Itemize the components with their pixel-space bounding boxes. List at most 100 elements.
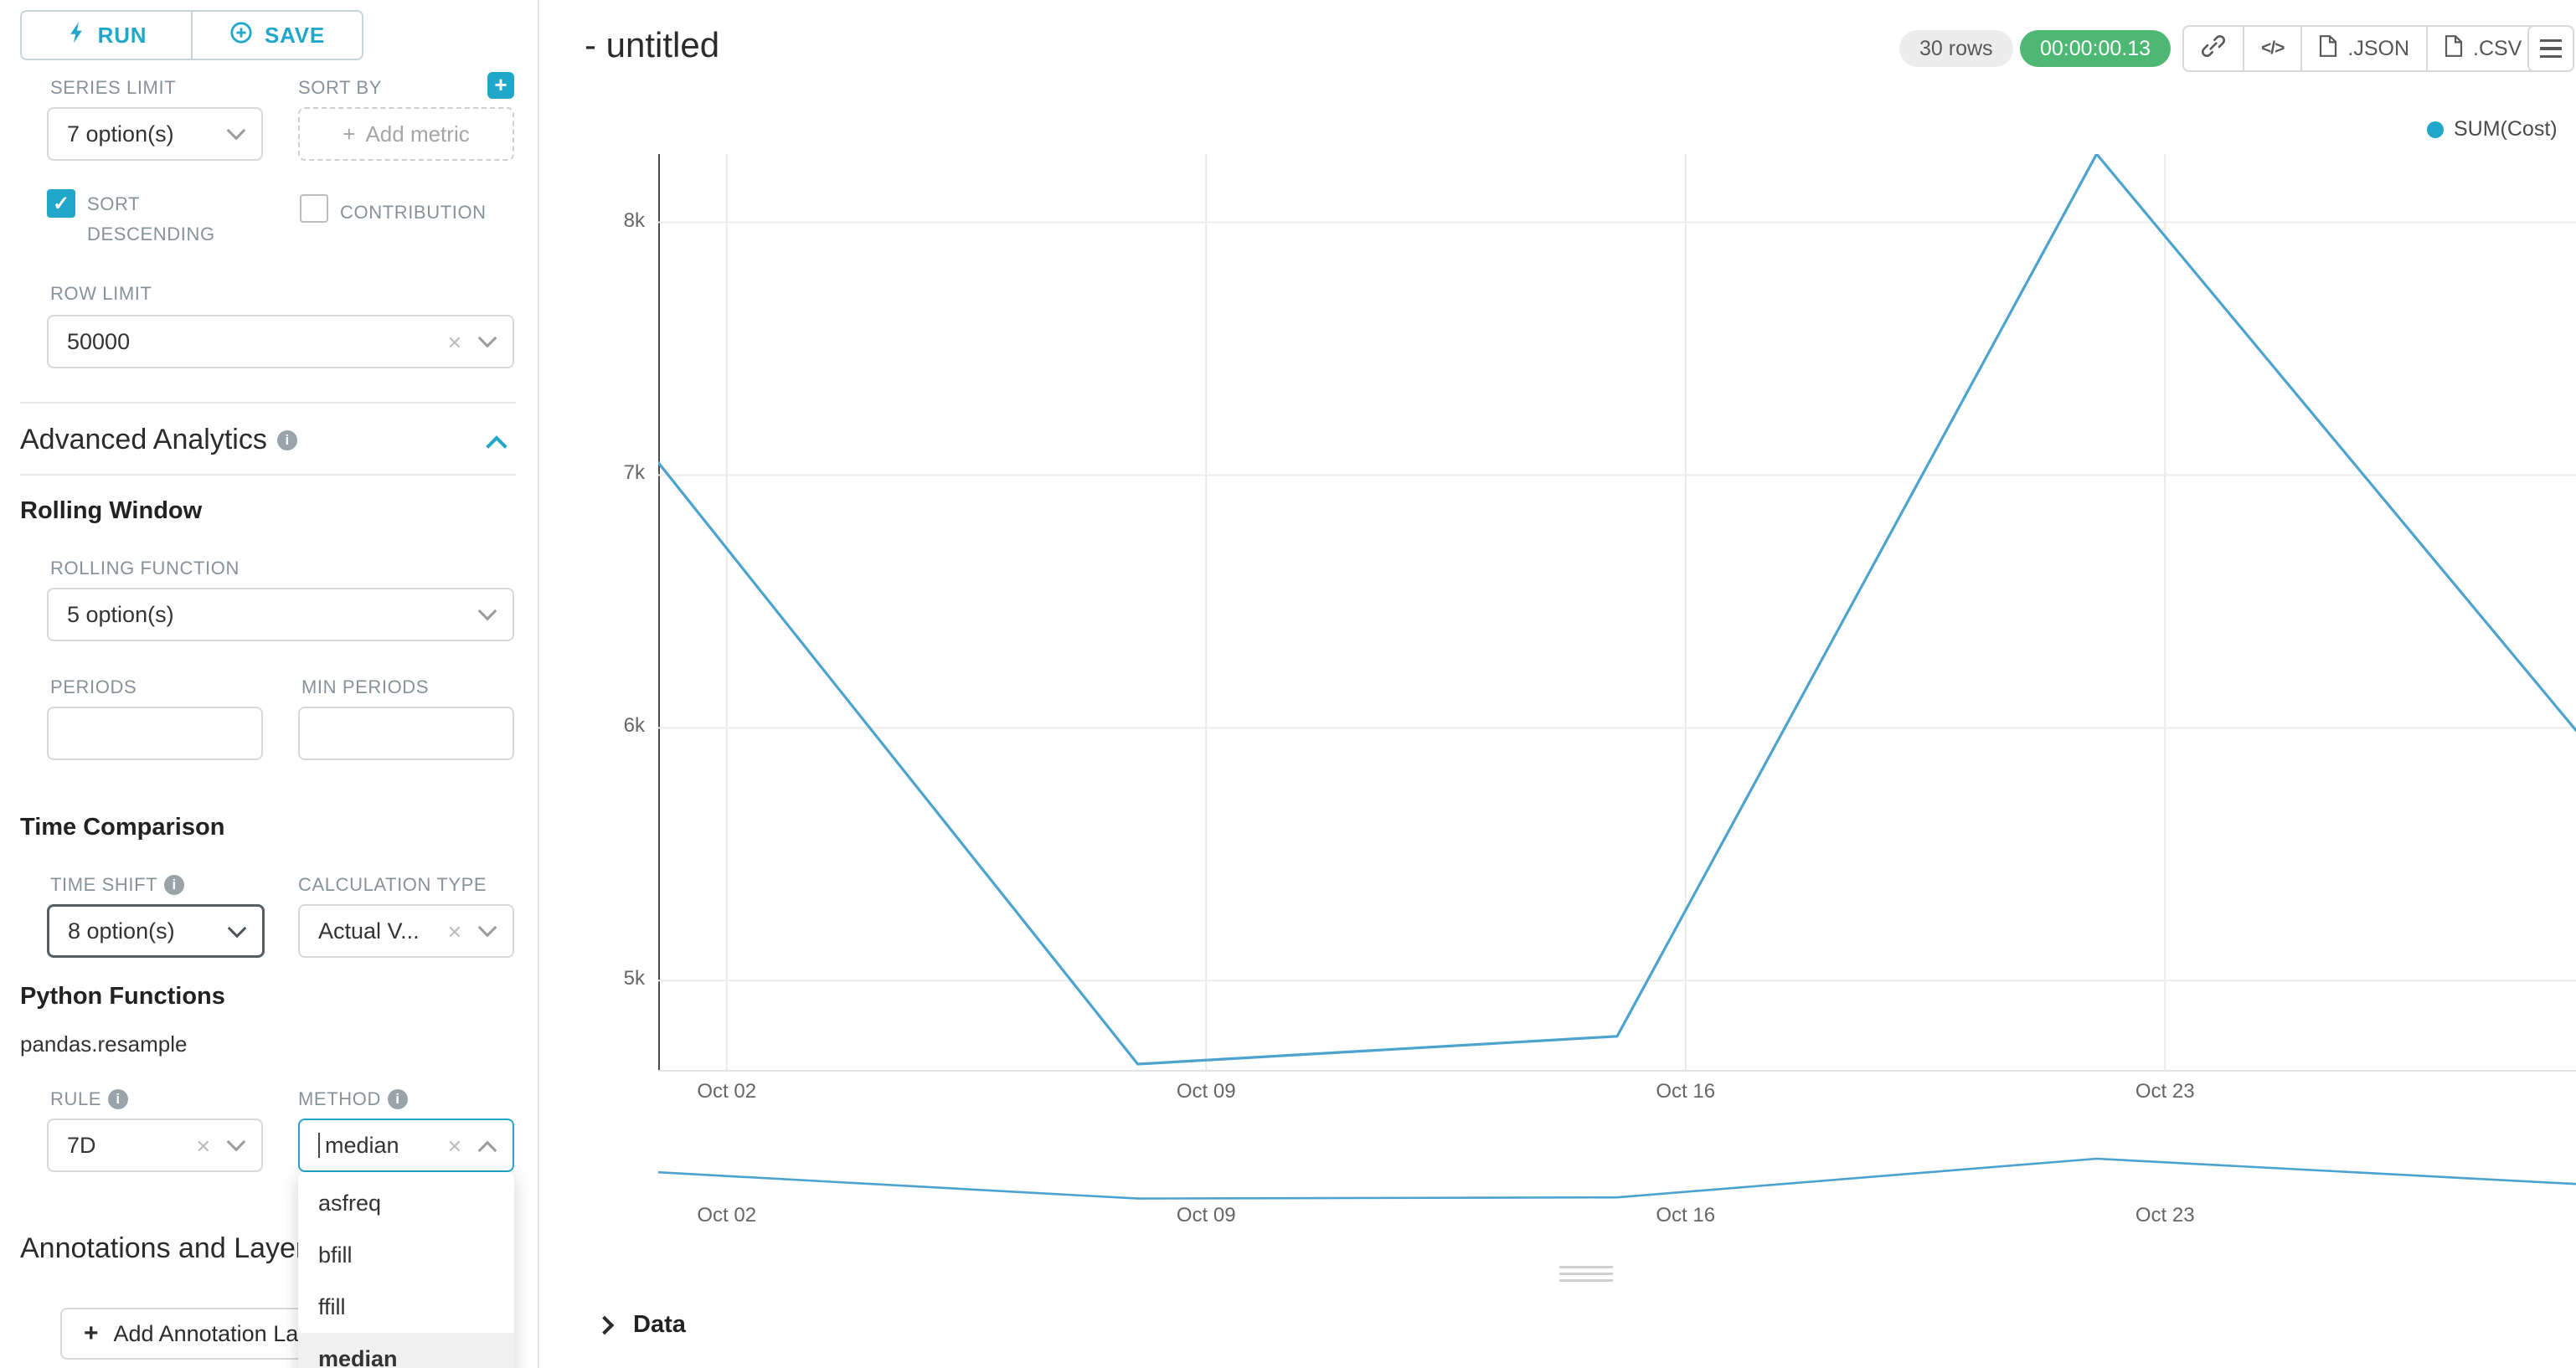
divider bbox=[20, 402, 516, 404]
run-button-label: RUN bbox=[97, 22, 147, 48]
x-axis-tick-label: Oct 16 bbox=[1656, 1204, 1716, 1227]
method-dropdown: asfreq bfill ffill median bbox=[298, 1172, 514, 1368]
calculation-type-select[interactable]: Actual V... ✕ bbox=[298, 904, 514, 958]
text-caret bbox=[318, 1133, 320, 1158]
y-axis-line bbox=[658, 154, 660, 1072]
file-icon bbox=[2319, 34, 2337, 63]
file-icon bbox=[2445, 34, 2463, 63]
calculation-type-label: CALCULATION TYPE bbox=[298, 874, 487, 895]
series-limit-select[interactable]: 7 option(s) bbox=[47, 107, 263, 161]
x-axis-tick-label: Oct 02 bbox=[697, 1080, 757, 1103]
time-shift-select[interactable]: 8 option(s) bbox=[47, 904, 265, 958]
advanced-analytics-title: Advanced Analytics bbox=[20, 424, 267, 455]
x-axis-tick-label: Oct 23 bbox=[2135, 1204, 2195, 1227]
contribution-checkbox[interactable] bbox=[300, 194, 328, 223]
clear-icon[interactable]: ✕ bbox=[195, 1136, 211, 1157]
json-button-label: .JSON bbox=[2347, 36, 2409, 60]
chart-panel: - untitled 30 rows 00:00:00.13 </> .JSON bbox=[541, 0, 2576, 1368]
pandas-resample-label: pandas.resample bbox=[20, 1031, 188, 1057]
row-limit-label: ROW LIMIT bbox=[50, 283, 152, 304]
sort-descending-checkbox[interactable]: ✓ bbox=[47, 189, 75, 218]
copy-link-button[interactable] bbox=[2182, 25, 2244, 72]
export-csv-button[interactable]: .CSV bbox=[2426, 25, 2541, 72]
rule-value: 7D bbox=[67, 1132, 96, 1158]
method-label: METHOD i bbox=[298, 1088, 408, 1110]
hamburger-icon bbox=[2540, 39, 2562, 43]
view-query-button[interactable]: </> bbox=[2243, 25, 2303, 72]
row-count-badge: 30 rows bbox=[1899, 30, 2013, 67]
clear-icon[interactable]: ✕ bbox=[446, 332, 462, 353]
link-icon bbox=[2201, 33, 2226, 64]
periods-input[interactable] bbox=[47, 707, 263, 760]
run-save-button-group: RUN SAVE bbox=[20, 10, 363, 60]
sort-by-add-metric[interactable]: + Add metric bbox=[298, 107, 514, 161]
add-metric-placeholder: Add metric bbox=[365, 121, 470, 147]
control-panel-sidebar: RUN SAVE SERIES LIMIT SORT BY + 7 option… bbox=[0, 0, 539, 1368]
periods-label: PERIODS bbox=[50, 676, 137, 697]
rolling-function-value: 5 option(s) bbox=[67, 601, 174, 627]
export-button-group: </> .JSON .CSV bbox=[2182, 25, 2541, 72]
collapse-chevron-up-icon[interactable] bbox=[486, 435, 507, 457]
annotations-title: Annotations and Layers bbox=[20, 1232, 320, 1264]
chart-title: - untitled bbox=[585, 25, 720, 64]
min-periods-label: MIN PERIODS bbox=[301, 676, 430, 697]
x-axis-tick-label: Oct 23 bbox=[2135, 1080, 2195, 1103]
query-timer-badge: 00:00:00.13 bbox=[2020, 30, 2172, 67]
info-icon: i bbox=[387, 1089, 408, 1109]
legend-label: SUM(Cost) bbox=[2454, 117, 2558, 141]
chevron-down-icon bbox=[477, 328, 497, 348]
resize-handle[interactable] bbox=[1559, 1266, 1613, 1282]
time-shift-label: TIME SHIFT i bbox=[50, 874, 185, 896]
method-combobox[interactable]: median ✕ bbox=[298, 1119, 514, 1172]
x-axis-tick-label: Oct 02 bbox=[697, 1204, 757, 1227]
method-option-asfreq[interactable]: asfreq bbox=[318, 1190, 382, 1216]
export-json-button[interactable]: .JSON bbox=[2300, 25, 2428, 72]
annotations-header: Annotations and Layers bbox=[20, 1232, 319, 1265]
y-axis-tick-label: 8k bbox=[623, 208, 645, 232]
add-sort-metric-button[interactable]: + bbox=[487, 72, 514, 99]
info-icon: i bbox=[276, 429, 297, 450]
legend-item[interactable]: SUM(Cost) bbox=[2427, 117, 2558, 141]
info-icon: i bbox=[108, 1089, 129, 1109]
run-button[interactable]: RUN bbox=[22, 12, 191, 59]
time-shift-value: 8 option(s) bbox=[68, 918, 175, 944]
contribution-label: CONTRIBUTION bbox=[340, 202, 487, 223]
min-periods-input[interactable] bbox=[298, 707, 514, 760]
rolling-function-select[interactable]: 5 option(s) bbox=[47, 588, 514, 641]
sort-descending-label: SORT DESCENDING bbox=[87, 193, 215, 244]
lightning-icon bbox=[66, 21, 86, 50]
method-value: median bbox=[325, 1132, 399, 1158]
rolling-window-title: Rolling Window bbox=[20, 497, 203, 524]
method-option-bfill[interactable]: bfill bbox=[318, 1242, 353, 1268]
clear-icon[interactable]: ✕ bbox=[446, 1136, 462, 1157]
code-icon: </> bbox=[2261, 39, 2285, 58]
method-option-ffill[interactable]: ffill bbox=[318, 1293, 346, 1319]
divider bbox=[20, 474, 516, 476]
more-options-button[interactable] bbox=[2527, 25, 2574, 72]
data-panel-header[interactable]: Data bbox=[595, 1311, 686, 1339]
advanced-analytics-header[interactable]: Advanced Analytics i bbox=[20, 424, 297, 456]
clear-icon[interactable]: ✕ bbox=[446, 922, 462, 943]
chevron-up-icon bbox=[477, 1140, 497, 1160]
plus-icon: + bbox=[343, 121, 356, 147]
series-limit-value: 7 option(s) bbox=[67, 121, 174, 147]
series-limit-label: SERIES LIMIT bbox=[50, 77, 177, 98]
x-axis-tick-label: Oct 09 bbox=[1176, 1080, 1236, 1103]
method-option-median[interactable]: median bbox=[298, 1333, 514, 1368]
save-button[interactable]: SAVE bbox=[191, 12, 362, 59]
chevron-down-icon bbox=[226, 121, 246, 141]
chevron-down-icon bbox=[226, 1132, 246, 1152]
rule-select[interactable]: 7D ✕ bbox=[47, 1119, 263, 1172]
csv-button-label: .CSV bbox=[2473, 36, 2522, 60]
chevron-down-icon bbox=[477, 601, 497, 621]
mini-preview-chart[interactable] bbox=[658, 1152, 2576, 1206]
python-functions-title: Python Functions bbox=[20, 983, 225, 1010]
circle-plus-icon bbox=[229, 21, 253, 50]
row-limit-select[interactable]: 50000 ✕ bbox=[47, 315, 514, 368]
line-chart bbox=[658, 154, 2576, 1072]
y-axis-tick-label: 6k bbox=[623, 714, 645, 738]
y-axis-tick-label: 5k bbox=[623, 967, 645, 990]
time-comparison-title: Time Comparison bbox=[20, 814, 225, 841]
x-axis-tick-label: Oct 09 bbox=[1176, 1204, 1236, 1227]
